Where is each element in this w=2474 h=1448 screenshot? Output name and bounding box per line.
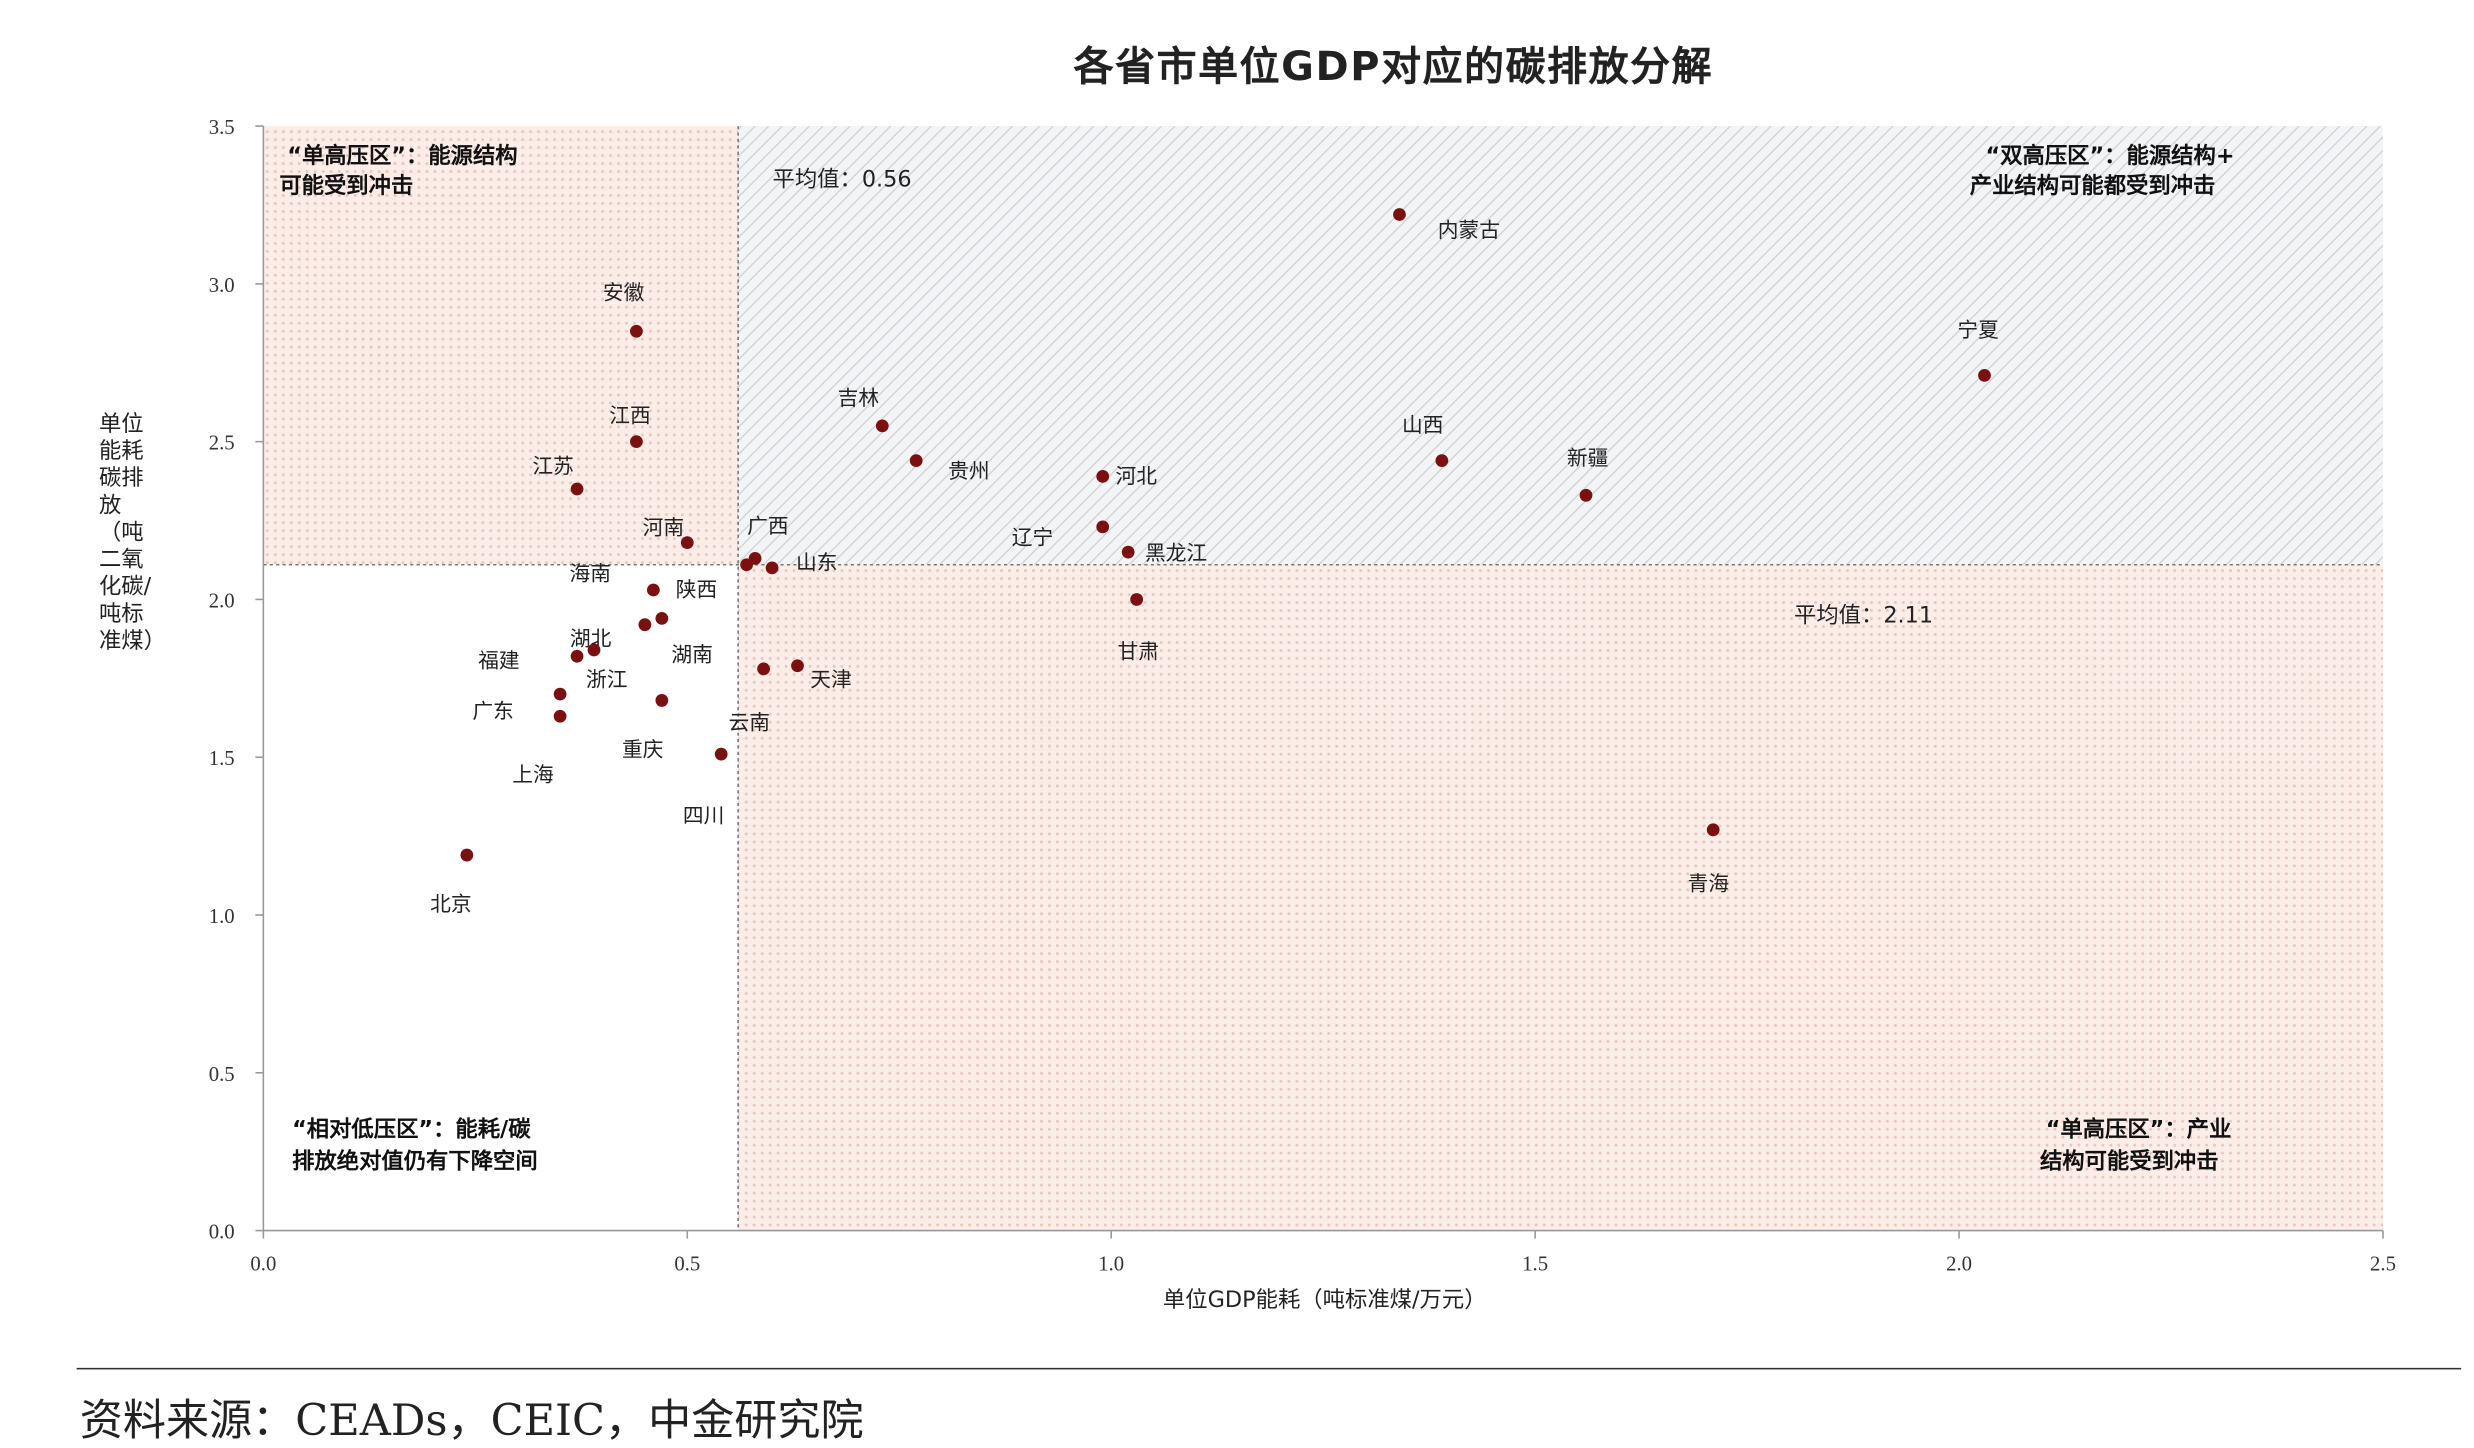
data-point — [630, 324, 643, 338]
data-point-label: 安徽 — [603, 280, 645, 304]
quadrant-note-bottom-right: “单高压区”：产业 — [2046, 1115, 2232, 1142]
data-point-label: 甘肃 — [1118, 640, 1159, 664]
quadrant-note-top-left: “单高压区”：能源结构 — [287, 142, 517, 169]
data-point-label: 海南 — [569, 562, 610, 586]
data-point-label: 河南 — [643, 516, 684, 540]
data-point — [680, 536, 694, 550]
data-point-label: 青海 — [1688, 871, 1729, 895]
data-point — [1121, 545, 1135, 559]
x-tick-label: 0.0 — [250, 1253, 276, 1275]
data-point-label: 贵州 — [948, 459, 989, 483]
data-point-label: 浙江 — [586, 668, 627, 692]
data-point-label: 四川 — [683, 804, 724, 828]
x-axis-label: 单位GDP能耗（吨标准煤/万元） — [1162, 1288, 1487, 1314]
data-point — [570, 649, 584, 663]
data-point — [757, 662, 770, 676]
data-point — [630, 435, 643, 449]
x-tick-label: 2.0 — [1946, 1253, 1972, 1275]
data-point — [740, 558, 754, 572]
y-tick-label: 0.0 — [209, 1222, 235, 1244]
data-point-label: 内蒙古 — [1438, 218, 1500, 242]
quadrant-note-bottom-right: 结构可能受到冲击 — [2040, 1147, 2219, 1174]
y-axis-label: 单位能耗碳排放（吨二氧化碳/吨标准煤） — [98, 411, 166, 655]
data-point-label: 重庆 — [622, 737, 663, 761]
data-point — [1435, 454, 1449, 467]
source-note: 资料来源：CEADs，CEIC，中金研究院 — [79, 1396, 864, 1447]
data-point-label: 山东 — [796, 550, 837, 574]
data-point-label: 陕西 — [676, 577, 717, 601]
y-tick-label: 3.0 — [209, 275, 235, 297]
data-point — [1096, 520, 1110, 534]
data-point-label: 福建 — [478, 648, 519, 672]
quadrant-note-bottom-left: 排放绝对值仍有下降空间 — [292, 1147, 538, 1174]
data-point-label: 江西 — [609, 404, 650, 428]
data-point-label: 江苏 — [532, 454, 573, 478]
x-tick-label: 2.5 — [2370, 1253, 2396, 1275]
x-tick-label: 1.5 — [1522, 1253, 1548, 1275]
data-point — [1706, 823, 1720, 837]
data-point-label: 宁夏 — [1957, 318, 1999, 342]
quadrant-top-left — [263, 126, 739, 565]
quadrant-top-right — [738, 126, 2383, 565]
data-point-label: 湖南 — [671, 642, 712, 666]
data-point-label: 天津 — [810, 667, 851, 691]
quadrant-note-bottom-left: “相对低压区”：能耗/碳 — [292, 1115, 531, 1142]
data-point — [646, 583, 660, 597]
quadrant-bottom-left — [263, 564, 739, 1231]
data-point — [765, 561, 779, 575]
data-point-label: 云南 — [728, 711, 769, 735]
data-point-label: 山西 — [1402, 413, 1443, 437]
data-point — [714, 747, 728, 761]
quadrant-note-top-right: “双高压区”：能源结构+ — [1986, 142, 2235, 169]
data-point — [1978, 369, 1991, 382]
data-point — [909, 454, 923, 467]
data-point-label: 河北 — [1116, 464, 1158, 488]
y-tick-label: 2.0 — [209, 590, 235, 612]
y-tick-label: 1.0 — [209, 906, 235, 928]
data-point — [1393, 208, 1406, 221]
y-tick-label: 2.5 — [209, 433, 235, 455]
x-tick-label: 0.5 — [674, 1253, 700, 1275]
data-point-label: 广东 — [472, 699, 513, 723]
data-point — [553, 709, 567, 723]
data-point-label: 辽宁 — [1012, 525, 1053, 549]
data-point — [1130, 593, 1144, 606]
data-point — [1579, 488, 1593, 502]
mean-x-label: 平均值：0.56 — [773, 167, 912, 193]
data-point-label: 吉林 — [838, 386, 880, 410]
data-point-label: 北京 — [430, 892, 471, 916]
mean-y-label: 平均值：2.11 — [1794, 602, 1933, 628]
data-point — [655, 694, 669, 707]
data-point-label: 上海 — [512, 763, 553, 787]
data-point-label: 广西 — [747, 514, 788, 538]
quadrant-note-top-right: 产业结构可能都受到冲击 — [1970, 172, 2216, 199]
quadrant-note-top-left: 可能受到冲击 — [279, 172, 413, 199]
data-point — [791, 659, 804, 673]
y-tick-label: 3.5 — [209, 117, 235, 139]
data-point — [655, 611, 669, 625]
data-point — [553, 687, 567, 701]
quadrant-bottom-right — [738, 564, 2383, 1231]
data-point — [570, 482, 584, 496]
data-point — [638, 618, 652, 632]
data-point — [587, 643, 601, 657]
x-tick-label: 1.0 — [1098, 1253, 1124, 1275]
y-tick-label: 1.5 — [209, 748, 235, 770]
y-tick-label: 0.5 — [209, 1064, 235, 1086]
data-point — [875, 419, 889, 433]
source-divider — [76, 1367, 2462, 1370]
data-point — [460, 848, 474, 862]
data-point-label: 新疆 — [1567, 446, 1608, 470]
data-point — [1096, 469, 1110, 483]
data-point-label: 黑龙江 — [1145, 541, 1207, 565]
chart-title: 各省市单位GDP对应的碳排放分解 — [1073, 43, 1714, 90]
